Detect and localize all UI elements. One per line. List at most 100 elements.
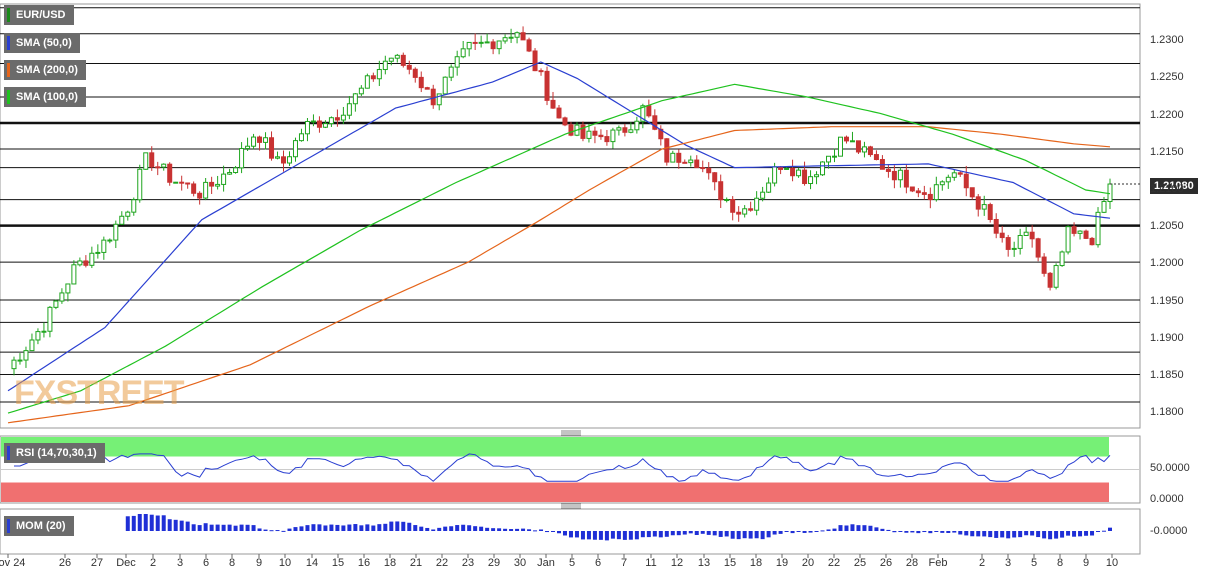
candle-body	[430, 88, 436, 106]
candle-body	[65, 283, 71, 294]
mom-bar	[1024, 531, 1029, 536]
candle-body	[125, 211, 131, 217]
mom-bar	[323, 525, 328, 531]
candle-body	[1089, 237, 1095, 246]
x-tick-label: 30	[513, 557, 527, 569]
mom-bar	[419, 526, 424, 531]
candle-body	[53, 300, 59, 308]
candle-body	[873, 154, 879, 161]
rsi-line	[14, 453, 1111, 482]
mom-bar	[760, 531, 765, 540]
candle-body	[730, 199, 736, 213]
candle-body	[832, 155, 837, 158]
mom-bar	[1048, 531, 1053, 540]
candle-body	[700, 167, 706, 170]
y-tick-label: 1.2250	[1150, 71, 1184, 84]
x-tick-label: 3	[1004, 557, 1012, 569]
candle-body	[376, 69, 382, 80]
mom-bar	[521, 528, 526, 531]
mom-tag[interactable]: MOM (20)	[4, 516, 74, 536]
mom-bar	[598, 531, 603, 540]
rsi-tag[interactable]: RSI (14,70,30,1)	[4, 443, 105, 463]
candle-body	[682, 161, 688, 164]
mom-bar	[568, 531, 573, 538]
mom-bar	[479, 526, 484, 531]
x-tick-label: 2	[978, 557, 986, 569]
candle-body	[161, 163, 167, 168]
candle-body	[712, 172, 718, 183]
instrument-tag[interactable]: EUR/USD	[4, 5, 74, 25]
x-tick-label: 18	[749, 557, 763, 569]
mom-bar	[257, 528, 262, 531]
candle-body	[460, 48, 466, 58]
candle-body	[352, 93, 358, 105]
candle-body	[855, 140, 861, 153]
candle-body	[418, 76, 424, 89]
sma50-tag[interactable]: SMA (50,0)	[4, 33, 80, 53]
candle-body	[388, 57, 394, 62]
candle-body	[538, 70, 544, 73]
rsi-swatch	[7, 446, 10, 460]
mom-bar	[1054, 531, 1059, 539]
candle-body	[562, 117, 568, 126]
mom-bar	[826, 529, 831, 531]
candle-body	[508, 36, 514, 39]
candle-body	[1035, 238, 1041, 258]
mom-bar	[766, 531, 771, 538]
candle-body	[520, 32, 526, 41]
candle-body	[1011, 247, 1017, 250]
mom-bar	[616, 531, 621, 540]
candle-body	[969, 187, 975, 198]
x-tick-label: 26	[58, 557, 72, 569]
x-tick-label: 15	[723, 557, 737, 569]
mom-bar	[814, 531, 819, 532]
mom-bar	[233, 525, 238, 531]
candle-body	[634, 120, 640, 131]
candle-body	[257, 136, 263, 143]
mom-bar	[485, 527, 490, 531]
mom-bar	[718, 531, 723, 537]
candle-body	[191, 183, 197, 194]
candle-body	[754, 197, 760, 211]
candle-body	[963, 173, 969, 189]
mom-bar	[317, 524, 322, 531]
x-tick-label: 20	[801, 557, 815, 569]
candle-body	[328, 117, 334, 125]
sma200-swatch	[7, 63, 10, 77]
x-tick-label: 14	[305, 557, 319, 569]
mom-bar	[586, 531, 591, 540]
mom-bar	[1000, 531, 1005, 538]
rsi-tick-50: 50.0000	[1150, 462, 1190, 474]
mom-bar	[976, 531, 981, 537]
candle-body	[957, 172, 963, 175]
candle-body	[59, 292, 65, 302]
candle-body	[442, 76, 448, 95]
candle-body	[472, 41, 478, 44]
candle-body	[316, 120, 322, 128]
candle-body	[17, 359, 23, 362]
candle-body	[496, 40, 502, 50]
mom-bar	[880, 528, 885, 531]
mom-bar	[574, 531, 579, 538]
candle-body	[95, 251, 101, 254]
candle-body	[83, 260, 89, 266]
candle-body	[484, 41, 490, 44]
mom-bar	[820, 530, 825, 532]
mom-bar	[371, 525, 376, 531]
sma200-tag[interactable]: SMA (200,0)	[4, 60, 86, 80]
x-tick-label: 18	[383, 557, 397, 569]
x-tick-label: 25	[853, 557, 867, 569]
mom-bar	[670, 531, 675, 536]
mom-bar	[658, 531, 663, 538]
sma100-tag[interactable]: SMA (100,0)	[4, 87, 86, 107]
candle-body	[933, 184, 939, 201]
candle-body	[592, 130, 598, 136]
candle-body	[766, 182, 772, 193]
mom-bar	[515, 528, 520, 531]
mom-bar	[790, 531, 795, 534]
candle-body	[706, 167, 712, 174]
mom-bar	[724, 531, 729, 537]
mom-bar	[712, 531, 717, 536]
mom-bar	[868, 525, 873, 531]
